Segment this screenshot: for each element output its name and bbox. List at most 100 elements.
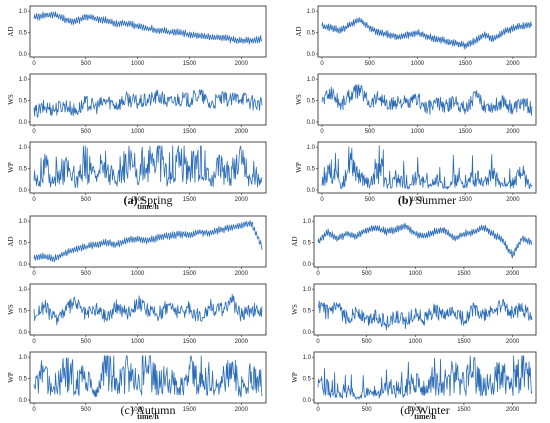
y-tick-label: 1.0	[19, 355, 28, 361]
x-tick-label: 500	[362, 407, 373, 413]
subplot-autumn-ws: 0.0 0.5 1.0 0 500 1000 1500 2000 WS	[7, 283, 267, 345]
caption-name: Autumn	[134, 403, 176, 417]
y-tick-label: 0.0	[303, 398, 312, 404]
x-tick-label: 500	[81, 129, 92, 135]
x-tick-label: 500	[365, 61, 376, 67]
x-tick-label: 500	[362, 271, 373, 277]
x-tick-label: 0	[32, 197, 36, 203]
caption-letter: (d)	[400, 403, 414, 417]
subplot-winter-ws: 0.0 0.5 1.0 0 500 1000 1500 2000 WS	[291, 283, 537, 345]
x-tick-label: 1500	[183, 407, 197, 413]
x-tick-label: 1000	[131, 197, 145, 203]
x-tick-label: 500	[81, 407, 92, 413]
y-axis-label: WP	[291, 372, 299, 383]
series-line-ad	[321, 17, 533, 50]
y-axis-label: WP	[7, 162, 15, 173]
y-tick-label: 1.0	[303, 355, 312, 361]
plot-frame	[313, 351, 537, 404]
y-tick-label: 0.5	[19, 167, 28, 173]
y-tick-label: 0.5	[303, 241, 312, 247]
plot-frame	[29, 141, 267, 194]
series-line-wp	[33, 355, 263, 398]
y-axis-label: WS	[291, 304, 299, 315]
x-tick-label: 500	[81, 339, 92, 345]
plot-frame	[313, 283, 537, 336]
x-tick-label: 0	[316, 339, 320, 345]
x-tick-label: 1500	[183, 197, 197, 203]
x-tick-label: 1000	[411, 129, 425, 135]
y-axis-label: WP	[295, 162, 303, 173]
panel-winter: 0.0 0.5 1.0 0 500 1000 1500 2000 AD 0.0 0.5 1.0 0 500…	[291, 215, 537, 421]
panel-caption: (d) Winter	[400, 403, 450, 417]
y-tick-label: 0.0	[19, 52, 28, 58]
x-axis-label: time/h	[137, 412, 159, 421]
panel-caption: (a) Spring	[123, 193, 172, 207]
x-tick-label: 1000	[409, 271, 423, 277]
y-tick-label: 1.0	[19, 145, 28, 151]
x-tick-label: 2000	[506, 339, 520, 345]
y-tick-label: 0.0	[307, 120, 316, 126]
y-tick-label: 1.0	[19, 287, 28, 293]
y-axis-label: WS	[295, 94, 303, 105]
x-tick-label: 500	[81, 197, 92, 203]
plot-frame	[317, 141, 537, 194]
x-tick-label: 0	[316, 407, 320, 413]
y-tick-label: 0.5	[307, 99, 316, 105]
x-tick-label: 500	[362, 339, 373, 345]
x-tick-label: 0	[32, 407, 36, 413]
subplot-summer-wp: 0.0 0.5 1.0 0 500 1000 1500 2000 WP	[295, 141, 537, 203]
x-tick-label: 0	[320, 129, 324, 135]
caption-name: Winter	[414, 403, 450, 417]
y-tick-label: 0.5	[19, 99, 28, 105]
panel-caption: (c) Autumn	[121, 403, 176, 417]
x-tick-label: 1500	[457, 407, 471, 413]
series-line-ws	[321, 84, 533, 116]
y-tick-label: 0.0	[307, 52, 316, 58]
x-tick-label: 500	[81, 61, 92, 67]
subplot-summer-ad: 0.0 0.5 1.0 0 500 1000 1500 2000 AD	[295, 5, 537, 67]
x-tick-label: 2000	[506, 197, 520, 203]
y-tick-label: 0.0	[19, 262, 28, 268]
plot-frame	[317, 5, 537, 58]
y-tick-label: 0.5	[19, 31, 28, 37]
x-tick-label: 1000	[131, 407, 145, 413]
x-tick-label: 1500	[183, 61, 197, 67]
y-tick-label: 1.0	[19, 77, 28, 83]
y-axis-label: AD	[291, 236, 299, 246]
x-tick-label: 2000	[235, 129, 249, 135]
x-tick-label: 0	[32, 339, 36, 345]
x-tick-label: 0	[320, 197, 324, 203]
y-axis-label: WS	[7, 304, 15, 315]
y-axis-label: WS	[7, 94, 15, 105]
y-tick-label: 0.0	[303, 262, 312, 268]
y-axis-label: AD	[7, 26, 15, 36]
subplot-winter-wp: 0.0 0.5 1.0 0 500 1000 1500 2000 WP	[291, 351, 537, 413]
x-tick-label: 1500	[459, 197, 473, 203]
x-tick-label: 2000	[235, 61, 249, 67]
y-tick-label: 0.5	[19, 309, 28, 315]
x-tick-label: 1000	[409, 339, 423, 345]
y-axis-label: AD	[295, 26, 303, 36]
plot-frame	[317, 73, 537, 126]
x-tick-label: 0	[320, 61, 324, 67]
series-line-ad	[33, 220, 263, 263]
x-tick-label: 1500	[183, 129, 197, 135]
plot-frame	[29, 5, 267, 58]
x-tick-label: 1500	[183, 271, 197, 277]
x-tick-label: 1000	[411, 61, 425, 67]
y-tick-label: 1.0	[19, 219, 28, 225]
x-tick-label: 2000	[506, 61, 520, 67]
y-tick-label: 0.5	[303, 377, 312, 383]
x-tick-label: 1500	[457, 271, 471, 277]
series-line-wp	[33, 145, 263, 188]
panel-autumn: 0.0 0.5 1.0 0 500 1000 1500 2000 AD 0.0 0.5 1.0 0 500…	[7, 215, 267, 421]
x-tick-label: 1500	[183, 339, 197, 345]
y-tick-label: 1.0	[307, 77, 316, 83]
y-tick-label: 1.0	[307, 9, 316, 15]
subplot-autumn-wp: 0.0 0.5 1.0 0 500 1000 1500 2000 WP	[7, 351, 267, 413]
x-tick-label: 1000	[131, 129, 145, 135]
x-tick-label: 2000	[235, 271, 249, 277]
subplot-winter-ad: 0.0 0.5 1.0 0 500 1000 1500 2000 AD	[291, 215, 537, 277]
plot-frame	[29, 73, 267, 126]
panel-summer: 0.0 0.5 1.0 0 500 1000 1500 2000 AD 0.0 0.5 1.0 0 500…	[295, 5, 537, 207]
